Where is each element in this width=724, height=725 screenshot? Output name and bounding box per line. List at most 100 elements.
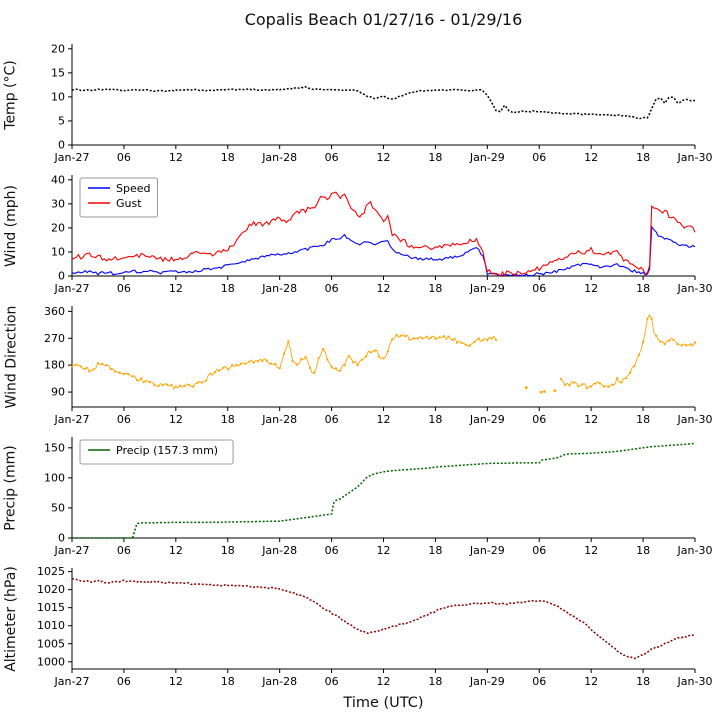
direction-marker: [611, 383, 614, 386]
wind-plot: 0 10 20 30 40 Jan-27 06 12 18 Jan-28 06 12 18 Jan-29 0…: [51, 173, 713, 295]
direction-marker: [585, 386, 588, 390]
direction-marker: [347, 355, 350, 358]
y-tick-label: 180: [44, 359, 65, 372]
subplot-temp: 0 5 10 15 20 Jan-27 06 12 18 Jan-28 06 12 18 Jan-29 06…: [0, 36, 724, 167]
y-tick-label: 270: [44, 332, 65, 345]
direction-marker: [577, 385, 580, 388]
direction-marker: [378, 355, 381, 358]
x-tick-label: 06: [117, 151, 131, 164]
direction-marker: [672, 338, 675, 341]
y-tick-label: 1010: [37, 619, 65, 632]
wind-axis-label: Wind (mph): [0, 167, 22, 284]
direction-marker: [417, 337, 420, 340]
direction-marker: [629, 371, 632, 375]
x-tick-label: 12: [169, 413, 183, 426]
subplot-precip: 0 50 100 150 Jan-27 06 12 18 Jan-28 06 12 18 Jan-29 0…: [0, 429, 724, 560]
direction-marker: [83, 367, 87, 370]
direction-marker: [148, 381, 151, 384]
axes-spines: [71, 175, 695, 277]
direction-marker: [140, 377, 143, 380]
direction-marker: [92, 368, 95, 371]
direction-marker: [75, 363, 78, 366]
altimeter-line: [71, 578, 696, 660]
direction-marker: [650, 317, 653, 320]
x-tick-label: 12: [584, 413, 598, 426]
legend-label: Precip (157.3 mm): [116, 444, 218, 457]
direction-marker: [174, 385, 177, 388]
direction-marker: [239, 362, 242, 366]
direction-marker: [663, 343, 666, 346]
direction-marker: [321, 348, 324, 351]
legend-box: [79, 439, 234, 465]
direction-marker: [122, 372, 125, 376]
x-tick-label: Jan-30: [677, 282, 713, 295]
direction-point: [543, 390, 546, 393]
direction-marker: [278, 367, 281, 370]
x-tick-label: Jan-28: [261, 413, 297, 426]
x-tick-label: Jan-27: [54, 151, 90, 164]
direction-marker: [200, 381, 203, 384]
direction-marker: [473, 341, 476, 344]
direction-marker: [209, 372, 212, 375]
direction-marker: [274, 362, 277, 365]
altimeter-plot: 1000 1005 1010 1015 1020 1025 Jan-27 06 12 18 Jan-…: [37, 565, 713, 688]
x-tick-label: Jan-30: [677, 675, 713, 688]
precip-line: [72, 442, 696, 539]
direction-marker: [287, 340, 290, 343]
x-tick-label: Jan-28: [261, 282, 297, 295]
x-tick-label: 18: [221, 675, 235, 688]
direction-marker: [646, 317, 649, 320]
direction-marker: [438, 336, 441, 339]
y-tick-label: 20: [51, 221, 65, 234]
x-tick-label: 12: [377, 151, 391, 164]
direction-marker: [607, 385, 610, 388]
direction-marker: [391, 338, 394, 341]
temp-plot: 0 5 10 15 20 Jan-27 06 12 18 Jan-28 06 12 18 Jan-29 06…: [51, 42, 712, 164]
direction-marker: [101, 362, 104, 365]
direction-marker: [603, 385, 606, 388]
subplot-wind: 0 10 20 30 40 Jan-27 06 12 18 Jan-28 06 12 18 Jan-29 0…: [0, 167, 724, 298]
y-tick-label: 100: [44, 471, 65, 484]
x-tick-label: 06: [532, 282, 546, 295]
direction-marker: [616, 377, 619, 380]
y-tick-label: 1000: [37, 655, 65, 668]
x-tick-label: 06: [532, 151, 546, 164]
temp-line: [71, 85, 696, 120]
x-tick-label: 06: [532, 675, 546, 688]
direction-marker: [226, 368, 229, 371]
direction-marker: [105, 364, 108, 367]
x-tick-label: 18: [221, 282, 235, 295]
direction-marker: [655, 334, 658, 337]
direction-marker: [598, 382, 601, 385]
direction-marker: [183, 384, 186, 388]
direction-marker: [109, 368, 112, 371]
x-tick-label: 18: [636, 544, 650, 557]
x-tick-label: Jan-29: [469, 413, 505, 426]
direction-marker: [248, 360, 251, 363]
direction-marker: [642, 340, 645, 344]
x-tick-label: 18: [636, 282, 650, 295]
direction-marker: [205, 379, 208, 382]
direction-marker: [590, 385, 593, 388]
direction-marker: [153, 383, 156, 386]
direction-marker: [399, 334, 402, 337]
x-tick-label: Jan-29: [469, 544, 505, 557]
altimeter-axis-label-text: Altimeter (hPa): [3, 565, 20, 672]
direction-marker: [481, 339, 485, 342]
x-tick-label: Jan-29: [469, 675, 505, 688]
direction-marker: [404, 335, 407, 338]
direction-marker: [304, 355, 307, 358]
direction-marker: [170, 383, 173, 386]
direction-marker: [291, 360, 294, 363]
direction-marker: [464, 343, 467, 346]
direction-marker: [213, 371, 216, 374]
x-tick-label: 06: [325, 544, 339, 557]
direction-marker: [356, 364, 359, 367]
direction-marker: [330, 365, 333, 368]
x-tick-label: 06: [532, 413, 546, 426]
altimeter-axis-label: Altimeter (hPa): [0, 560, 22, 677]
x-tick-label: 18: [636, 675, 650, 688]
x-tick-label: 12: [584, 675, 598, 688]
wind-axis-label-text: Wind (mph): [3, 184, 19, 267]
direction-marker: [131, 375, 134, 378]
